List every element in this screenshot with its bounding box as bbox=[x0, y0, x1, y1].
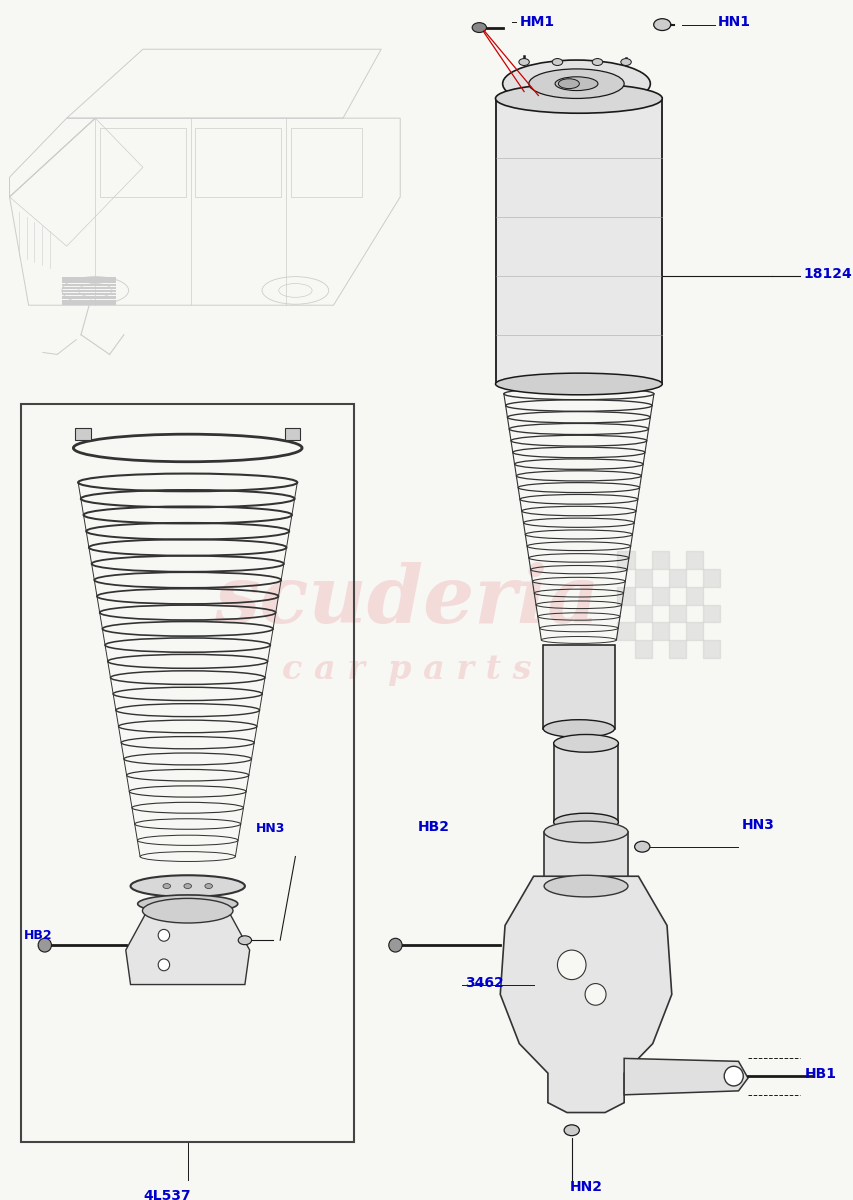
Bar bbox=[634, 569, 651, 587]
Text: HB2: HB2 bbox=[417, 820, 449, 834]
Ellipse shape bbox=[591, 59, 602, 66]
Ellipse shape bbox=[502, 60, 650, 107]
Text: HM1: HM1 bbox=[519, 14, 554, 29]
Bar bbox=[651, 623, 668, 640]
Circle shape bbox=[158, 959, 170, 971]
Ellipse shape bbox=[472, 23, 486, 32]
Text: c a r  p a r t s: c a r p a r t s bbox=[281, 653, 531, 686]
Ellipse shape bbox=[205, 883, 212, 888]
Bar bbox=[617, 551, 634, 569]
Ellipse shape bbox=[519, 59, 529, 66]
Bar bbox=[634, 605, 651, 623]
Ellipse shape bbox=[653, 19, 670, 30]
Polygon shape bbox=[543, 832, 627, 886]
Text: HN2: HN2 bbox=[569, 1181, 602, 1194]
Bar bbox=[617, 623, 634, 640]
Text: HN3: HN3 bbox=[740, 818, 774, 832]
Bar bbox=[668, 640, 685, 658]
Ellipse shape bbox=[495, 84, 661, 113]
Ellipse shape bbox=[634, 841, 649, 852]
Ellipse shape bbox=[553, 734, 618, 752]
Ellipse shape bbox=[137, 895, 237, 913]
Text: HB2: HB2 bbox=[24, 929, 52, 942]
Text: 18124: 18124 bbox=[803, 266, 851, 281]
Bar bbox=[668, 569, 685, 587]
Ellipse shape bbox=[528, 68, 624, 98]
Bar bbox=[285, 428, 299, 440]
Ellipse shape bbox=[388, 938, 402, 952]
Bar bbox=[685, 551, 702, 569]
Bar bbox=[702, 569, 720, 587]
Text: HB1: HB1 bbox=[804, 1067, 836, 1081]
Ellipse shape bbox=[584, 984, 606, 1006]
Ellipse shape bbox=[557, 950, 585, 979]
Bar bbox=[651, 587, 668, 605]
Ellipse shape bbox=[553, 814, 618, 830]
Ellipse shape bbox=[543, 875, 627, 896]
Ellipse shape bbox=[558, 79, 578, 89]
Circle shape bbox=[158, 930, 170, 941]
Ellipse shape bbox=[552, 59, 562, 66]
Ellipse shape bbox=[543, 720, 614, 738]
Text: HN1: HN1 bbox=[717, 14, 750, 29]
Ellipse shape bbox=[620, 59, 630, 66]
Bar bbox=[702, 640, 720, 658]
Bar bbox=[634, 640, 651, 658]
Bar bbox=[651, 551, 668, 569]
Ellipse shape bbox=[564, 1124, 578, 1135]
Ellipse shape bbox=[183, 883, 191, 888]
Ellipse shape bbox=[554, 77, 597, 90]
Text: HN3: HN3 bbox=[255, 822, 284, 835]
Bar bbox=[685, 587, 702, 605]
Polygon shape bbox=[125, 911, 249, 984]
Bar bbox=[685, 623, 702, 640]
Polygon shape bbox=[495, 98, 661, 384]
Ellipse shape bbox=[543, 821, 627, 842]
Text: 3462: 3462 bbox=[465, 976, 503, 990]
Ellipse shape bbox=[822, 1070, 833, 1082]
Bar bbox=[702, 605, 720, 623]
Text: scuderia: scuderia bbox=[214, 562, 599, 640]
Bar bbox=[668, 605, 685, 623]
Polygon shape bbox=[624, 1058, 747, 1094]
Ellipse shape bbox=[38, 938, 51, 952]
Ellipse shape bbox=[238, 936, 252, 944]
Polygon shape bbox=[543, 644, 614, 728]
Text: 4L537: 4L537 bbox=[142, 1189, 190, 1200]
Bar bbox=[21, 403, 354, 1142]
Bar bbox=[75, 428, 90, 440]
Polygon shape bbox=[553, 743, 618, 822]
Ellipse shape bbox=[142, 899, 233, 923]
Ellipse shape bbox=[495, 373, 661, 395]
Polygon shape bbox=[500, 876, 671, 1112]
Ellipse shape bbox=[163, 883, 171, 888]
Circle shape bbox=[723, 1067, 742, 1086]
Bar bbox=[617, 587, 634, 605]
Ellipse shape bbox=[131, 875, 245, 896]
